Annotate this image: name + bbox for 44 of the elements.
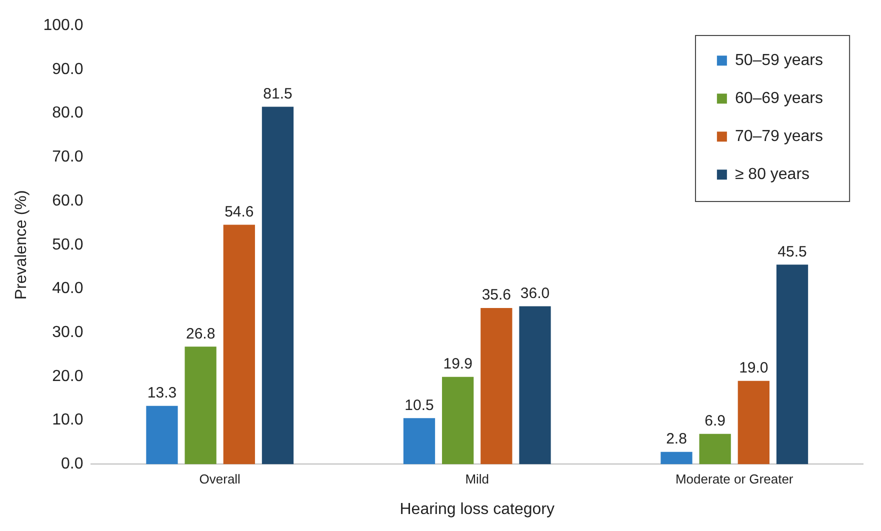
x-tick-label: Mild	[465, 472, 490, 487]
text: 36.0	[520, 284, 550, 302]
y-tick-label: 90.0	[52, 60, 84, 78]
legend-label: 50–59 years	[734, 52, 823, 70]
text: 19.9	[443, 356, 472, 373]
bar	[223, 224, 255, 464]
bar	[776, 264, 808, 464]
y-tick-label: 60.0	[52, 192, 84, 210]
x-tick-label: Moderate or Greater	[675, 472, 794, 487]
text: 10.5	[404, 396, 434, 414]
legend-label: 70–79 years	[734, 128, 823, 146]
y-tick-label: 70.0	[52, 148, 84, 166]
y-tick-label: 50.0	[52, 236, 84, 254]
text: 45.5	[778, 243, 807, 260]
text: 54.6	[224, 203, 254, 220]
y-axis-title: Prevalence (%)	[13, 190, 30, 300]
text: 6.9	[704, 412, 726, 430]
bar	[699, 434, 731, 464]
legend-label: 60–69 years	[734, 90, 823, 108]
text: 13.3	[147, 384, 177, 402]
x-axis-title: Hearing loss category	[400, 500, 554, 518]
y-tick-label: 80.0	[52, 104, 84, 122]
y-tick-label: 0.0	[60, 456, 84, 473]
bar	[738, 380, 770, 464]
bar	[442, 376, 474, 464]
y-tick-label: 30.0	[52, 324, 84, 342]
y-tick-label: 40.0	[52, 280, 84, 298]
bar	[184, 346, 216, 464]
text: 19.0	[739, 360, 768, 377]
text: 35.6	[482, 286, 512, 304]
text: 26.8	[186, 325, 216, 342]
bar	[660, 452, 692, 464]
bar	[519, 306, 551, 464]
bar	[146, 406, 178, 464]
y-tick-label: 100.0	[43, 17, 84, 34]
y-tick-label: 20.0	[52, 368, 84, 385]
bar	[262, 106, 294, 464]
bar	[480, 308, 512, 464]
text: 2.8	[666, 430, 687, 448]
legend-label: ≥ 80 years	[734, 166, 810, 184]
text: 81.5	[263, 85, 292, 102]
y-tick-label: 10.0	[52, 412, 84, 429]
x-tick-label: Overall	[199, 472, 241, 487]
bar	[403, 418, 436, 464]
